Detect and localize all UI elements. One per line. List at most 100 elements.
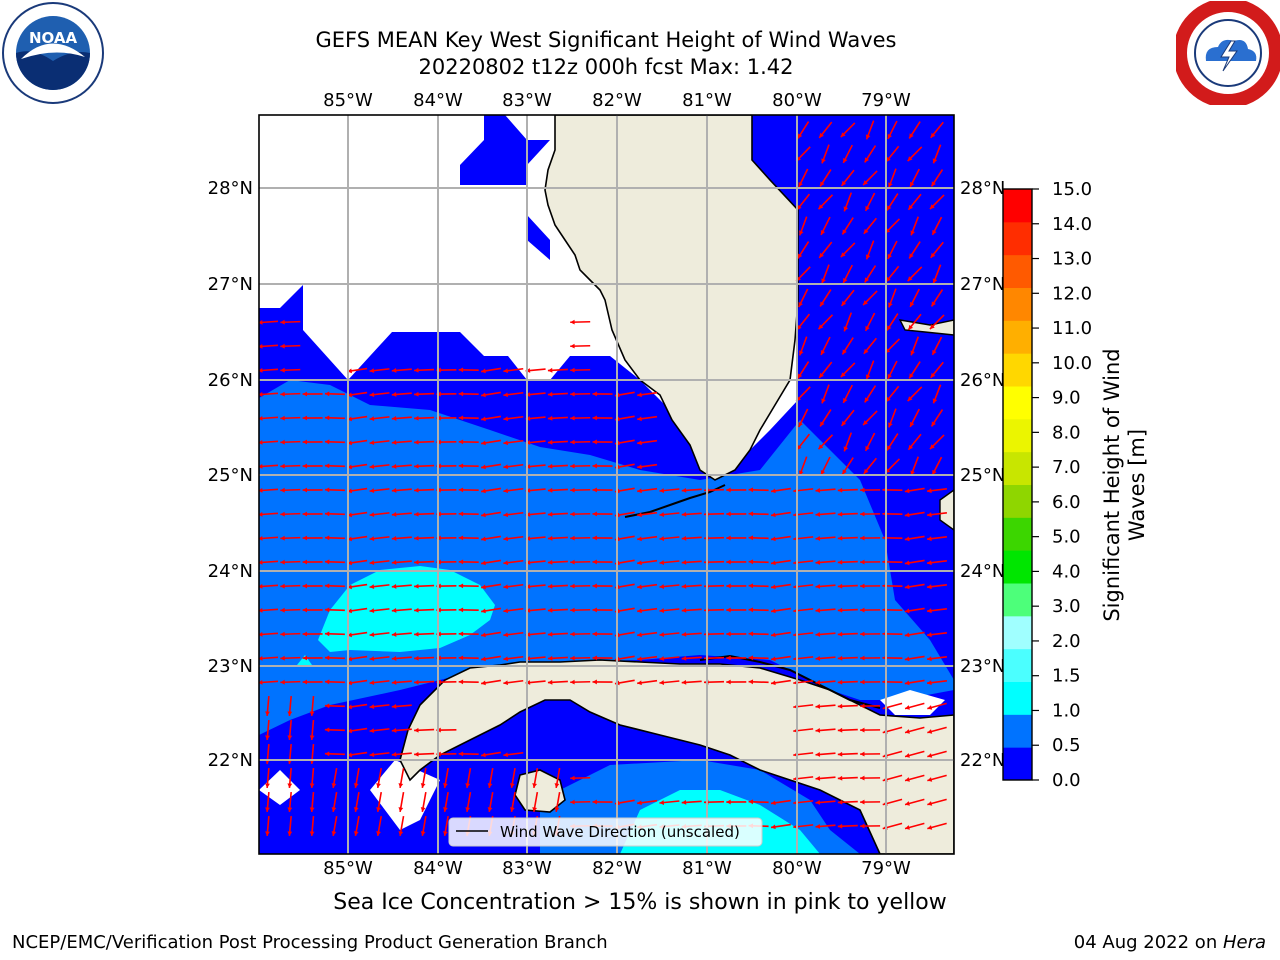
wave-arrow bbox=[748, 799, 769, 805]
wave-arrow bbox=[770, 535, 791, 542]
wave-arrow bbox=[458, 367, 479, 373]
wave-arrow bbox=[837, 727, 858, 733]
wave-arrow bbox=[681, 607, 702, 613]
wave-arrow bbox=[659, 680, 680, 685]
wave-arrow bbox=[840, 362, 856, 378]
wave-arrow bbox=[798, 336, 808, 356]
wave-arrow bbox=[503, 655, 524, 662]
wave-arrow bbox=[265, 815, 270, 837]
wave-arrow bbox=[864, 385, 877, 403]
wave-arrow bbox=[748, 655, 769, 661]
wave-arrow bbox=[863, 217, 877, 235]
wave-arrow bbox=[376, 768, 383, 788]
wave-arrow bbox=[570, 439, 591, 445]
map-plot-area bbox=[259, 115, 954, 854]
wave-arrow bbox=[821, 384, 830, 404]
wave-arrow bbox=[302, 511, 323, 517]
wave-arrow bbox=[842, 384, 853, 404]
wave-arrow bbox=[860, 535, 881, 541]
wave-arrow bbox=[770, 655, 791, 662]
wave-arrow bbox=[930, 409, 944, 427]
wave-arrow bbox=[907, 313, 922, 331]
lon-label-top: 83°W bbox=[502, 90, 552, 111]
wave-arrow bbox=[259, 368, 279, 373]
wave-arrow bbox=[259, 416, 279, 421]
wave-arrow bbox=[726, 655, 747, 661]
wave-arrow bbox=[554, 768, 561, 788]
wave-arrow bbox=[302, 631, 323, 637]
wave-arrow bbox=[369, 392, 390, 398]
wave-arrow bbox=[259, 512, 279, 517]
wave-arrow bbox=[480, 631, 502, 638]
wave-arrow bbox=[420, 768, 427, 788]
footer-date-text: 04 Aug 2022 on bbox=[1073, 932, 1223, 953]
wave-arrow bbox=[259, 608, 279, 613]
wave-arrow bbox=[929, 434, 945, 450]
wave-arrow bbox=[819, 409, 832, 427]
wave-arrow bbox=[592, 799, 613, 805]
wave-arrow bbox=[570, 559, 591, 565]
wave-arrow bbox=[265, 719, 270, 741]
colorbar-swatch bbox=[1003, 714, 1032, 748]
wave-arrow bbox=[840, 409, 855, 427]
wave-arrow bbox=[509, 792, 516, 812]
wave-arrow bbox=[420, 816, 427, 836]
wave-arrow bbox=[930, 121, 944, 139]
wave-arrow bbox=[369, 440, 390, 446]
wave-arrow bbox=[280, 439, 301, 445]
wave-arrow bbox=[886, 313, 899, 331]
wave-arrow bbox=[637, 439, 658, 446]
lon-label-bottom: 82°W bbox=[592, 858, 642, 879]
wave-arrow bbox=[302, 607, 323, 613]
wave-arrow bbox=[347, 631, 368, 638]
wave-arrow bbox=[904, 535, 925, 542]
wave-arrow bbox=[681, 799, 702, 805]
wave-arrow bbox=[930, 241, 944, 259]
colorbar-tick-label: 8.0 bbox=[1052, 422, 1081, 443]
wave-arrow bbox=[770, 607, 791, 614]
wave-arrow bbox=[480, 559, 502, 566]
wave-arrow bbox=[280, 367, 301, 373]
colorbar-tick-label: 1.0 bbox=[1052, 700, 1081, 721]
wave-arrow bbox=[748, 607, 769, 613]
sea-ice-note: Sea Ice Concentration > 15% is shown in … bbox=[333, 890, 947, 915]
wave-arrow bbox=[887, 360, 898, 380]
wave-arrow bbox=[503, 415, 524, 422]
wave-arrow bbox=[570, 367, 591, 373]
wave-arrow bbox=[302, 415, 323, 421]
wave-arrow bbox=[926, 583, 948, 590]
wave-arrow bbox=[547, 487, 568, 493]
wave-arrow bbox=[904, 511, 925, 518]
wave-arrow bbox=[770, 679, 791, 686]
wave-arrow bbox=[287, 791, 293, 813]
wave-arrow bbox=[864, 432, 876, 452]
colorbar-swatch bbox=[1003, 550, 1032, 584]
wave-arrow bbox=[570, 463, 591, 469]
map-legend: Wind Wave Direction (unscaled) bbox=[448, 817, 763, 847]
wave-arrow bbox=[863, 337, 877, 355]
wave-arrow bbox=[414, 727, 435, 733]
wave-arrow bbox=[932, 264, 942, 284]
wave-arrow bbox=[840, 289, 855, 307]
wave-arrow bbox=[547, 679, 568, 685]
wave-arrow bbox=[840, 242, 856, 258]
wave-arrow bbox=[391, 632, 412, 637]
wave-arrow bbox=[458, 463, 479, 469]
wave-arrow bbox=[280, 487, 301, 493]
wave-arrow bbox=[862, 290, 878, 306]
wave-arrow bbox=[547, 391, 568, 397]
wave-arrow bbox=[280, 631, 301, 637]
wave-arrow bbox=[819, 169, 832, 187]
wave-arrow bbox=[369, 680, 390, 686]
wave-arrow bbox=[907, 266, 923, 282]
wave-arrow bbox=[353, 768, 360, 788]
wave-arrow bbox=[259, 440, 279, 445]
wave-arrow bbox=[592, 487, 613, 493]
lat-label-right: 25°N bbox=[960, 465, 1005, 486]
wave-arrow bbox=[904, 726, 925, 734]
wave-arrow bbox=[458, 751, 479, 757]
wave-arrow bbox=[302, 487, 323, 493]
longitude-labels-bottom: 85°W 84°W 83°W 82°W 81°W 80°W 79°W bbox=[323, 858, 911, 879]
wave-arrow bbox=[637, 583, 658, 590]
wave-arrow bbox=[347, 535, 368, 542]
